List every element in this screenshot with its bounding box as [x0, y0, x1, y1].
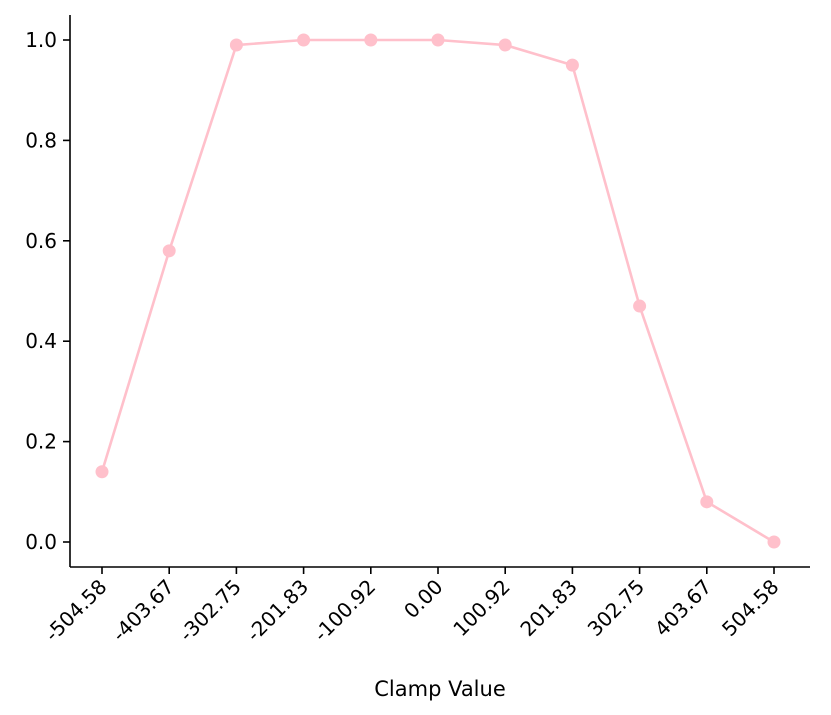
data-point: [229, 38, 243, 52]
data-point: [431, 33, 445, 47]
data-point: [498, 38, 512, 52]
x-axis-title: Clamp Value: [374, 677, 506, 701]
y-tick-label: 0.4: [25, 329, 57, 353]
y-tick-label: 0.0: [25, 530, 57, 554]
y-tick-label: 1.0: [25, 28, 57, 52]
x-axis-ticks: -504.58-403.67-302.75-201.83-100.92 0.00 1…: [40, 567, 784, 646]
x-tick-label: 403.67: [650, 575, 716, 641]
data-point: [700, 495, 714, 509]
x-tick-label: 504.58: [717, 575, 783, 641]
x-tick-label: 0.00: [399, 575, 447, 623]
y-tick-label: 0.6: [25, 229, 57, 253]
series-line: [100, 38, 775, 544]
x-tick-label: 201.83: [515, 575, 581, 641]
data-point: [364, 33, 378, 47]
x-tick-label: -504.58: [40, 575, 112, 647]
x-tick-label: 302.75: [583, 575, 649, 641]
x-tick-label: -403.67: [107, 575, 179, 647]
data-point: [95, 465, 109, 479]
x-tick-label: -201.83: [242, 575, 314, 647]
data-point: [565, 58, 579, 72]
data-point: [162, 244, 176, 258]
y-tick-label: 0.8: [25, 128, 57, 152]
y-axis-ticks: 0.0 0.2 0.4 0.6 0.8 1.0: [25, 28, 70, 554]
x-tick-label: -302.75: [174, 575, 246, 647]
x-tick-label: 100.92: [448, 575, 514, 641]
data-points: [95, 33, 781, 549]
data-point: [297, 33, 311, 47]
y-tick-label: 0.2: [25, 430, 57, 454]
data-point: [767, 535, 781, 549]
data-point: [633, 299, 647, 313]
x-tick-label: -100.92: [309, 575, 381, 647]
